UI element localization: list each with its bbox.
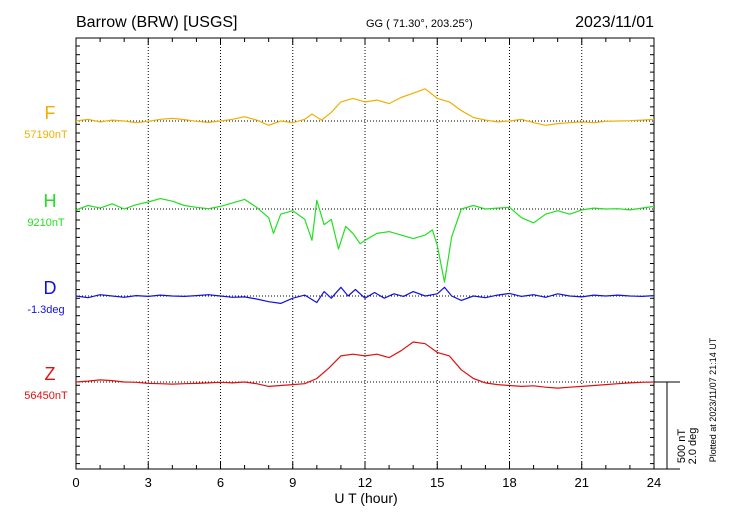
scale-deg-label: 2.0 deg — [687, 428, 699, 465]
x-tick-label-6: 6 — [217, 475, 224, 490]
x-tick-label-24: 24 — [647, 475, 661, 490]
series-baseline-Z: 56450nT — [24, 390, 68, 402]
trace-H — [75, 198, 655, 283]
date-label: 2023/11/01 — [575, 14, 654, 31]
trace-D — [75, 286, 655, 304]
series-name-D: D — [44, 278, 57, 298]
x-tick-label-12: 12 — [358, 475, 372, 490]
series-name-Z: Z — [45, 364, 56, 384]
series-name-F: F — [45, 103, 56, 123]
station-title: Barrow (BRW) [USGS] — [76, 14, 238, 31]
x-tick-label-3: 3 — [145, 475, 152, 490]
scale-nt-label: 500 nT — [676, 429, 688, 464]
series-labels: F 57190nT H 9210nT D -1.3deg Z 56450nT — [24, 103, 68, 402]
plotted-note: Plotted at 2023/11/07 21:14 UT — [708, 337, 718, 462]
series-baseline-F: 57190nT — [24, 129, 68, 141]
scale-bar: 500 nT 2.0 deg — [654, 381, 699, 470]
series-traces — [75, 88, 655, 389]
x-tick-label-15: 15 — [430, 475, 444, 490]
series-name-H: H — [44, 191, 57, 211]
x-axis-ticks: 0 3 6 9 12 15 18 21 24 — [72, 38, 661, 490]
coords-label: GG ( 71.30°, 203.25°) — [366, 18, 473, 30]
series-baseline-H: 9210nT — [27, 217, 65, 229]
x-axis-label: U T (hour) — [334, 490, 397, 506]
x-tick-label-9: 9 — [289, 475, 296, 490]
x-tick-label-0: 0 — [72, 475, 79, 490]
trace-F — [75, 88, 655, 126]
x-tick-label-21: 21 — [575, 475, 589, 490]
grid-lines — [147, 38, 583, 469]
series-baseline-D: -1.3deg — [27, 304, 64, 316]
trace-Z — [75, 341, 655, 389]
x-tick-label-18: 18 — [502, 475, 516, 490]
